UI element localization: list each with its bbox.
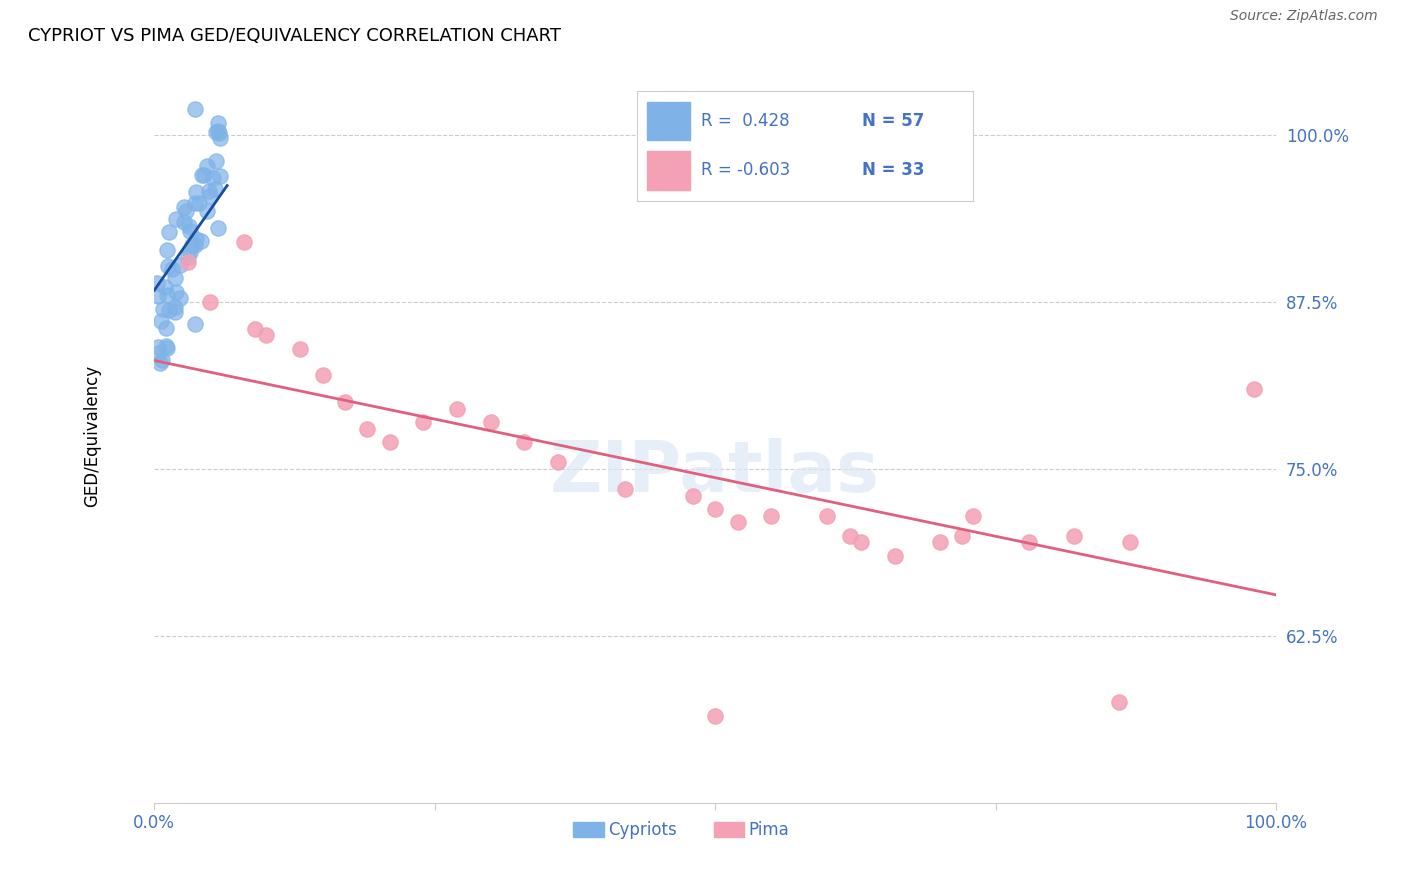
Point	[190, 234, 212, 248]
Point	[311, 368, 333, 383]
Point	[704, 502, 727, 516]
Point	[1108, 696, 1130, 710]
Point	[761, 508, 783, 523]
Point	[200, 188, 222, 202]
Point	[173, 215, 195, 229]
Point	[173, 201, 195, 215]
Point	[156, 288, 179, 302]
Point	[191, 168, 214, 182]
Point	[157, 226, 180, 240]
Point	[333, 395, 356, 409]
Point	[184, 195, 207, 210]
Point	[254, 328, 277, 343]
Point	[727, 516, 749, 530]
Point	[193, 168, 215, 182]
Point	[838, 529, 860, 543]
Point	[155, 338, 177, 352]
Point	[704, 709, 727, 723]
Point	[183, 102, 205, 116]
Point	[962, 508, 984, 523]
Text: GED/Equivalency: GED/Equivalency	[83, 365, 101, 507]
Point	[156, 259, 179, 273]
Point	[288, 342, 311, 356]
Point	[179, 219, 201, 233]
Point	[208, 126, 231, 140]
Point	[412, 415, 434, 429]
Point	[163, 301, 186, 315]
Point	[547, 455, 569, 469]
Point	[157, 302, 180, 317]
Point	[950, 529, 973, 543]
Point	[149, 356, 172, 370]
Point	[184, 185, 207, 199]
Point	[153, 280, 176, 294]
Point	[155, 321, 177, 335]
Point	[163, 305, 186, 319]
Point	[201, 170, 224, 185]
Point	[195, 159, 218, 173]
Point	[204, 182, 226, 196]
Point	[152, 301, 174, 316]
Point	[145, 277, 167, 291]
Point	[204, 126, 226, 140]
Point	[446, 401, 468, 416]
Point	[156, 243, 179, 257]
Point	[682, 489, 704, 503]
Point	[148, 346, 170, 360]
Point	[1243, 382, 1265, 396]
Point	[184, 231, 207, 245]
Point	[356, 422, 378, 436]
Point	[207, 123, 229, 137]
Point	[184, 238, 207, 252]
Point	[180, 237, 202, 252]
Point	[165, 212, 187, 227]
Text: Cypriots: Cypriots	[607, 821, 676, 838]
Point	[195, 203, 218, 218]
Text: CYPRIOT VS PIMA GED/EQUIVALENCY CORRELATION CHART: CYPRIOT VS PIMA GED/EQUIVALENCY CORRELAT…	[28, 27, 561, 45]
Point	[378, 435, 401, 450]
Point	[513, 435, 536, 450]
Point	[188, 196, 211, 211]
Point	[162, 262, 184, 277]
Point	[169, 258, 191, 272]
Point	[146, 289, 169, 303]
Point	[207, 116, 229, 130]
Point	[179, 245, 201, 260]
Point	[148, 340, 170, 354]
Point	[1063, 529, 1085, 543]
Point	[177, 251, 200, 265]
Point	[1119, 535, 1142, 549]
Point	[815, 508, 838, 523]
Point	[245, 322, 267, 336]
Text: Source: ZipAtlas.com: Source: ZipAtlas.com	[1230, 9, 1378, 23]
Text: Pima: Pima	[748, 821, 789, 838]
Point	[169, 291, 191, 305]
Point	[165, 271, 187, 285]
Point	[614, 482, 637, 496]
Point	[200, 295, 222, 310]
Point	[928, 535, 950, 549]
Point	[205, 153, 228, 168]
Point	[184, 318, 207, 332]
Point	[177, 255, 200, 269]
Point	[150, 314, 173, 328]
Point	[479, 415, 502, 429]
Point	[233, 235, 256, 249]
Point	[207, 221, 229, 235]
Point	[165, 285, 187, 299]
Point	[208, 169, 231, 183]
Point	[174, 204, 197, 219]
Point	[156, 341, 179, 355]
Point	[150, 353, 173, 368]
Point	[849, 535, 872, 549]
Point	[1018, 535, 1040, 549]
Point	[179, 224, 201, 238]
Point	[883, 549, 905, 563]
Text: ZIPatlas: ZIPatlas	[550, 438, 880, 507]
Point	[198, 184, 221, 198]
Point	[208, 131, 231, 145]
